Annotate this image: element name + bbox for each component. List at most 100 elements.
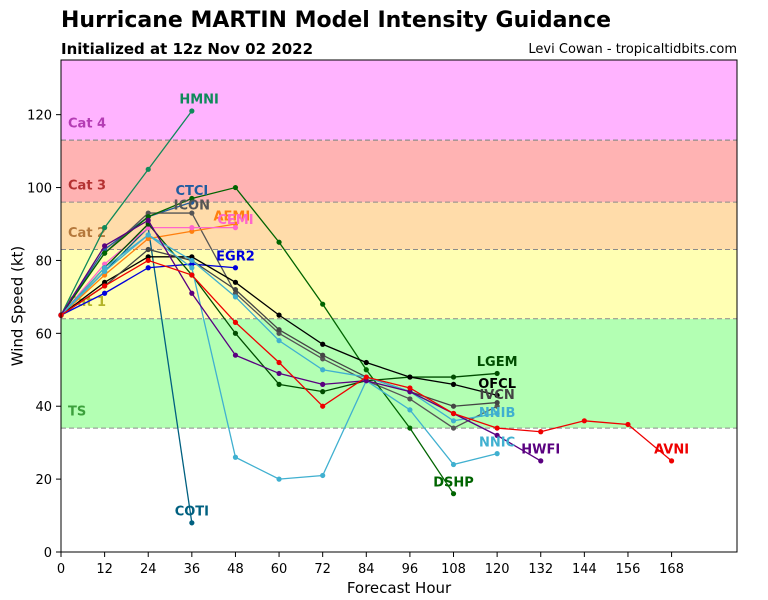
data-point-dshp [407,425,413,431]
data-point-hwfi [145,217,151,223]
data-point-ofcl [145,254,151,260]
data-point-avni [407,385,413,391]
band-cat-2 [61,202,737,250]
data-point-avni [450,410,457,417]
data-point-avni [625,421,631,428]
data-point-ivcn [320,352,326,358]
data-point-ofcl [232,279,239,285]
x-tick-label: 60 [271,562,288,577]
data-point-avni [232,319,239,325]
data-point-nnic [145,232,151,238]
x-tick-label: 156 [616,562,641,577]
data-point-ivcn [276,327,282,333]
model-label-nnic: NNIC [479,435,515,450]
data-point-avni [581,418,587,424]
data-point-aemi [102,272,108,278]
data-point-dshp [276,239,282,245]
data-point-nnib [494,410,500,417]
x-tick-label: 84 [358,562,375,577]
x-tick-label: 96 [402,562,419,577]
band-label-ts: TS [68,404,86,419]
data-point-avni [320,403,326,409]
data-point-icon [450,425,457,431]
y-tick-label: 100 [27,182,52,197]
data-point-hwfi [407,389,413,395]
data-point-hwfi [276,370,282,377]
data-point-cemi [102,261,108,267]
data-point-hmni [145,166,151,172]
data-point-nnib [189,257,195,264]
model-label-hwfi: HWFI [521,443,560,458]
model-series [58,108,675,526]
data-point-nnic [450,461,457,468]
data-point-avni [668,458,675,464]
data-point-dshp [232,184,239,191]
y-tick-label: 20 [35,473,52,488]
data-point-ofcl [494,392,500,398]
data-point-hwfi [320,381,326,387]
data-point-lgem [232,330,239,336]
x-tick-label: 0 [57,562,65,577]
data-point-icon [189,210,195,216]
series-avni [58,257,675,464]
band-cat-4 [61,60,737,141]
x-tick-label: 120 [485,562,510,577]
data-point-ctci [189,199,195,205]
data-point-avni [276,359,282,366]
chart-subtitle: Initialized at 12z Nov 02 2022 [61,40,314,58]
y-tick-label: 0 [44,546,52,561]
data-point-cemi [189,225,195,231]
intensity-bands [61,60,737,429]
data-point-ivcn [145,246,151,253]
series-line-hwfi [60,219,542,462]
data-point-icon [145,210,151,216]
x-axis: 0 12 24 36 48 60 72 84 96 108 120 132 144 156 168 [57,552,684,577]
data-point-nnib [450,418,457,424]
x-tick-label: 48 [227,562,244,577]
chart-credit: Levi Cowan - tropicaltidbits.com [528,42,737,57]
data-point-avni [538,429,544,435]
data-point-nnib [320,367,326,373]
y-axis: 0 20 40 60 80 100 120 [27,109,61,561]
data-point-aemi [189,228,195,234]
data-point-egr2 [232,265,239,271]
x-tick-label: 132 [528,562,553,577]
data-point-ofcl [450,381,457,387]
data-point-nnic [494,451,500,457]
chart-title: Hurricane MARTIN Model Intensity Guidanc… [61,8,612,33]
data-point-egr2 [189,261,195,267]
y-tick-label: 60 [35,327,52,342]
series-ofcl [58,254,500,398]
data-point-dshp [320,301,326,307]
data-point-icon [320,356,326,362]
data-point-ivcn [494,399,500,406]
model-label-icon: ICON [174,198,210,213]
data-point-ofcl [363,359,369,366]
data-point-nnic [407,407,413,413]
data-point-nnic [102,265,108,271]
series-dshp [58,184,457,497]
data-point-lgem [450,374,457,380]
model-label-cemi: CEMI [217,213,253,228]
series-line-dshp [60,186,455,495]
x-tick-label: 168 [659,562,684,577]
data-point-ofcl [102,279,108,285]
model-label-lgem: LGEM [477,355,518,370]
series-line-hmni [60,110,193,316]
x-axis-label: Forecast Hour [347,579,452,597]
data-point-avni [363,374,369,380]
plot-frame [60,59,738,553]
x-tick-label: 12 [96,562,113,577]
y-axis-label: Wind Speed (kt) [8,246,26,367]
data-point-ivcn [450,403,457,409]
category-threshold-lines [61,139,737,429]
band-label-cat-4: Cat 4 [68,116,106,131]
data-point-dshp [145,214,151,220]
data-point-hwfi [494,432,500,438]
data-point-icon [494,403,500,409]
data-point-ofcl [320,341,326,347]
data-point-ofcl [276,312,282,318]
data-point-hwfi [538,458,544,464]
